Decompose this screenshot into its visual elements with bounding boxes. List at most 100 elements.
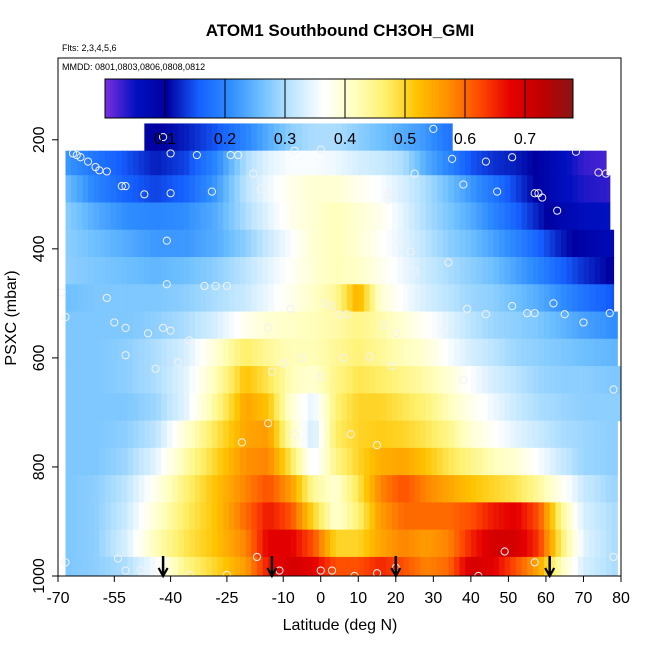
heatmap-cell — [369, 447, 376, 476]
heatmap-cell — [195, 393, 202, 422]
heatmap-cell — [313, 202, 320, 231]
heatmap-cell — [234, 502, 241, 531]
heatmap-cell — [363, 311, 371, 340]
heatmap-cell — [499, 366, 506, 394]
heatmap-cell — [487, 420, 494, 449]
heatmap-cell — [290, 311, 297, 340]
heatmap-cell — [155, 529, 162, 558]
observation-point — [192, 150, 201, 160]
heatmap-cell — [76, 229, 83, 258]
heatmap-cell — [166, 338, 174, 367]
heatmap-cell — [504, 257, 511, 285]
heatmap-cell — [324, 257, 331, 285]
heatmap-cell — [296, 529, 303, 558]
heatmap-cell — [217, 338, 224, 367]
heatmap-cell — [172, 150, 179, 176]
heatmap-cell — [223, 447, 230, 476]
heatmap-cell — [493, 284, 500, 313]
heatmap-cell — [380, 202, 388, 231]
heatmap-cell — [375, 123, 382, 152]
heatmap-cell — [82, 202, 89, 231]
heatmap-cell — [296, 366, 303, 394]
heatmap-cell — [347, 338, 354, 367]
heatmap-cell — [268, 420, 275, 449]
heatmap-cell — [515, 420, 523, 449]
heatmap-cell — [245, 123, 252, 152]
heatmap-cell — [200, 123, 207, 152]
x-tick-label: 10 — [349, 590, 367, 607]
heatmap-cell — [251, 150, 258, 176]
x-tick-label: 60 — [537, 590, 555, 607]
heatmap-cell — [476, 420, 483, 449]
heatmap-cell — [369, 311, 376, 340]
heatmap-cell — [318, 284, 326, 313]
heatmap-cell — [121, 284, 129, 313]
heatmap-cell — [211, 475, 219, 503]
heatmap-cell — [318, 420, 326, 449]
heatmap-cell — [431, 420, 438, 449]
heatmap-cell — [285, 393, 292, 422]
heatmap-cell — [251, 393, 258, 422]
heatmap-cell — [352, 447, 359, 476]
heatmap-cell — [82, 366, 89, 394]
heatmap-cell — [549, 475, 556, 503]
heatmap-cell — [470, 393, 478, 422]
heatmap-cell — [521, 475, 528, 503]
heatmap-cell — [324, 175, 331, 204]
heatmap-cell — [99, 150, 106, 176]
heatmap-cell — [206, 284, 213, 313]
heatmap-cell — [470, 284, 478, 313]
heatmap-cell — [437, 529, 444, 558]
heatmap-cell — [166, 202, 174, 231]
heatmap-cell — [515, 338, 523, 367]
heatmap-cell — [403, 502, 410, 531]
heatmap-cell — [521, 447, 528, 476]
heatmap-cell — [99, 393, 106, 422]
heatmap-cell — [313, 257, 320, 285]
heatmap-cell — [386, 229, 393, 258]
heatmap-cell — [420, 150, 427, 176]
heatmap-cell — [330, 393, 337, 422]
heatmap-cell — [76, 257, 83, 285]
heatmap-cell — [127, 311, 134, 340]
heatmap-cell — [363, 229, 371, 258]
x-tick-label: 0 — [316, 590, 325, 607]
heatmap-cell — [369, 529, 376, 558]
heatmap-cell — [589, 393, 596, 422]
heatmap-cell — [594, 366, 601, 394]
heatmap-cell — [200, 529, 207, 558]
colorbar-tick-label: 0.1 — [154, 131, 176, 148]
heatmap-cell — [324, 150, 331, 176]
heatmap-cell — [408, 366, 416, 394]
observation-point — [508, 301, 517, 311]
heatmap-cell — [200, 202, 207, 231]
chart-title: ATOM1 Southbound CH3OH_GMI — [206, 21, 475, 40]
heatmap-cell — [71, 502, 78, 531]
heatmap-cell — [352, 229, 359, 258]
heatmap-cell — [465, 420, 472, 449]
heatmap-cell — [594, 284, 601, 313]
heatmap-cell — [510, 393, 517, 422]
heatmap-cell — [347, 257, 354, 285]
heatmap-cell — [510, 229, 517, 258]
heatmap-cell — [538, 202, 545, 231]
heatmap-cell — [453, 338, 461, 367]
heatmap-cell — [301, 123, 309, 152]
observation-point — [83, 157, 93, 166]
heatmap-cell — [296, 284, 303, 313]
heatmap-cell — [71, 420, 78, 449]
heatmap-cell — [431, 338, 438, 367]
heatmap-cell — [392, 284, 399, 313]
heatmap-cell — [560, 229, 568, 258]
heatmap-cell — [369, 502, 376, 531]
heatmap-cell — [538, 338, 545, 367]
heatmap-cell — [487, 447, 494, 476]
heatmap-cell — [403, 123, 410, 152]
heatmap-cell — [228, 123, 236, 152]
heatmap-cell — [380, 150, 388, 176]
heatmap-cell — [408, 284, 416, 313]
heatmap-cell — [211, 202, 219, 231]
heatmap-cell — [532, 447, 540, 476]
heatmap-cell — [347, 123, 354, 152]
heatmap-cell — [189, 502, 196, 531]
